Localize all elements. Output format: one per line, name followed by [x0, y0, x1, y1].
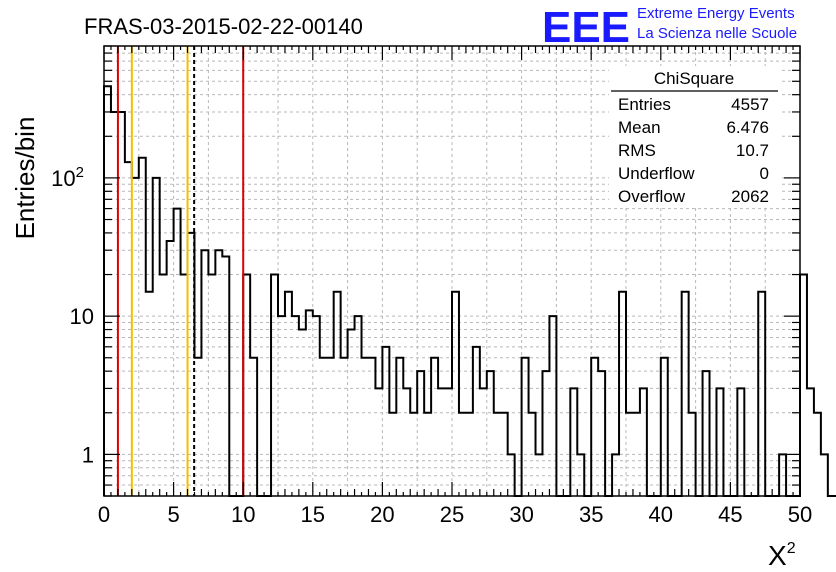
x-tick-label: 50 — [788, 502, 812, 527]
marker-lines — [116, 46, 245, 496]
y-axis-label: Entries/bin — [10, 117, 40, 240]
axis-ticks — [103, 45, 801, 497]
stats-value: 10.7 — [736, 141, 769, 160]
x-tick-label: 0 — [98, 502, 110, 527]
stats-value: 6.476 — [726, 118, 769, 137]
stats-label: Entries — [618, 95, 671, 114]
eee-logo: EEE Extreme Energy Events La Scienza nel… — [542, 3, 797, 52]
x-axis-label: X2 — [768, 540, 796, 571]
logo-line1: Extreme Energy Events — [637, 5, 795, 22]
stats-value: 2062 — [731, 187, 769, 206]
tick-labels: 0 5 10 15 20 25 30 35 40 45 50 1 10 102 — [51, 164, 812, 527]
x-tick-label: 35 — [579, 502, 603, 527]
logo-line2: La Scienza nelle Scuole — [637, 25, 797, 42]
x-tick-label: 10 — [231, 502, 255, 527]
x-tick-label: 30 — [509, 502, 533, 527]
y-tick-label: 10 — [70, 304, 94, 329]
x-tick-label: 40 — [649, 502, 673, 527]
stats-box: ChiSquare Entries 4557 Mean 6.476 RMS 10.7 Und… — [609, 66, 779, 208]
x-tick-label: 5 — [167, 502, 179, 527]
chart-title: FRAS-03-2015-02-22-00140 — [84, 14, 363, 39]
stats-label: Underflow — [618, 164, 695, 183]
stats-title: ChiSquare — [654, 69, 734, 88]
y-tick-label: 1 — [82, 442, 94, 467]
stats-value: 4557 — [731, 95, 769, 114]
x-tick-label: 20 — [370, 502, 394, 527]
stats-label: Mean — [618, 118, 661, 137]
y-tick-label: 102 — [51, 164, 84, 191]
stats-label: Overflow — [618, 187, 686, 206]
x-tick-label: 15 — [301, 502, 325, 527]
logo-eee: EEE — [542, 3, 630, 52]
x-tick-label: 45 — [718, 502, 742, 527]
stats-value: 0 — [760, 164, 769, 183]
stats-label: RMS — [618, 141, 656, 160]
x-tick-label: 25 — [440, 502, 464, 527]
